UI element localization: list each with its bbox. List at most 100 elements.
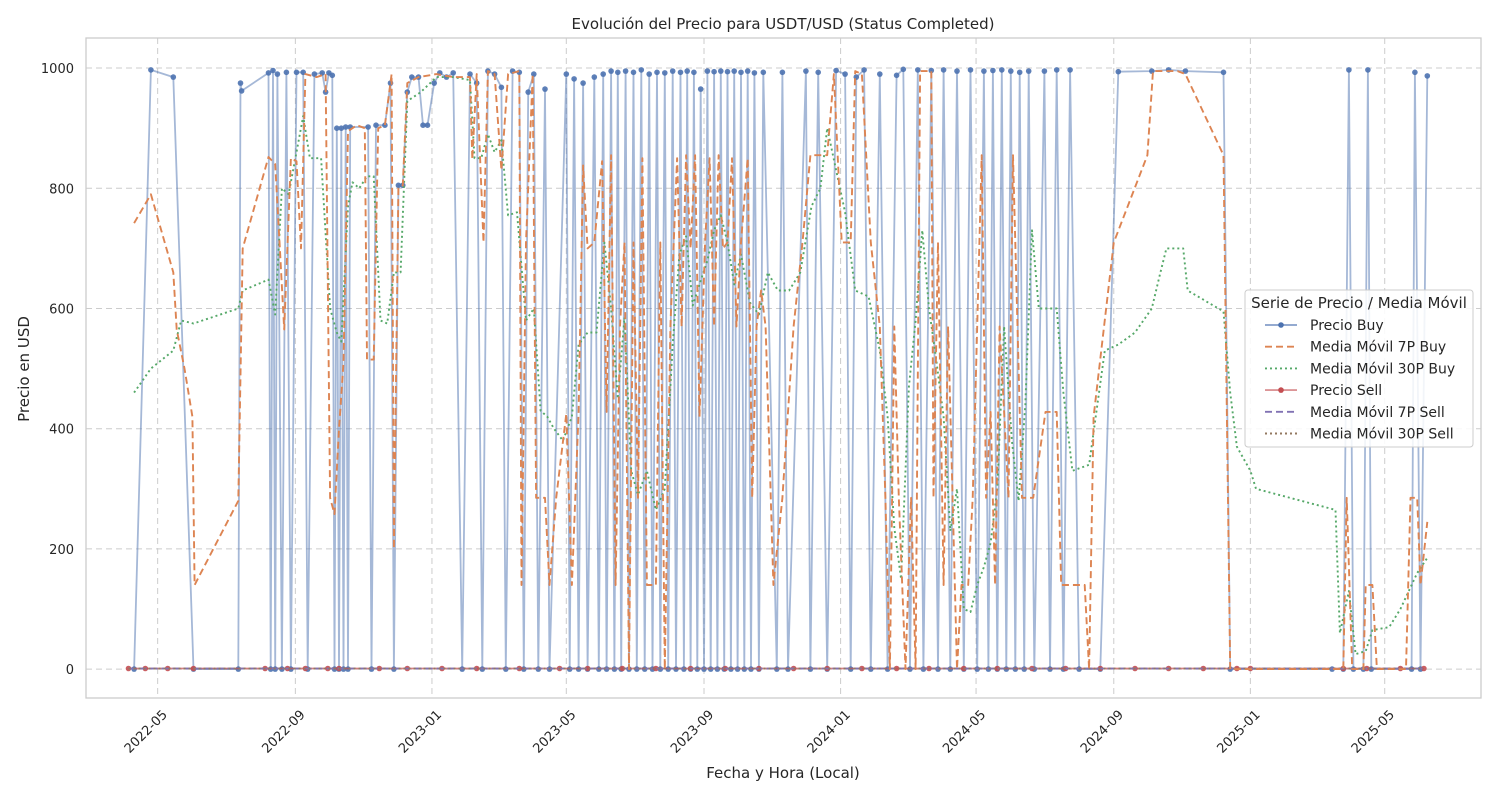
legend-entry: Precio Buy <box>1310 318 1384 334</box>
legend-entry: Media Móvil 7P Buy <box>1310 340 1446 356</box>
series-marker <box>450 70 457 76</box>
legend: Serie de Precio / Media Móvil Precio Buy… <box>1244 289 1474 448</box>
series-marker <box>293 69 300 76</box>
series-marker <box>803 68 809 74</box>
series-marker <box>467 71 473 77</box>
series-marker <box>584 665 591 672</box>
series-1 <box>133 70 1429 671</box>
legend-entry: Media Móvil 30P Buy <box>1310 361 1455 377</box>
y-tick-label: 0 <box>66 663 74 678</box>
y-tick-label: 800 <box>49 182 74 197</box>
series-marker <box>365 124 371 130</box>
series-marker <box>677 69 684 76</box>
series-marker <box>859 665 865 672</box>
series-marker <box>718 68 724 74</box>
series-marker <box>861 67 867 73</box>
series-marker <box>424 122 431 128</box>
series-marker <box>1365 67 1371 73</box>
legend-marker <box>1278 387 1284 393</box>
series-marker <box>395 182 402 189</box>
series-marker <box>994 665 1001 672</box>
series-marker <box>270 67 276 74</box>
series-marker <box>654 69 660 76</box>
series-marker <box>731 68 737 74</box>
series-marker <box>334 125 340 131</box>
series-marker <box>1346 67 1352 73</box>
series-marker <box>697 86 704 92</box>
series-marker <box>1067 67 1073 73</box>
y-tick-label: 600 <box>49 302 74 317</box>
series-marker <box>619 665 626 672</box>
series-marker <box>744 68 751 74</box>
series-line <box>133 70 1429 671</box>
y-tick-label: 1000 <box>41 62 74 77</box>
series-marker <box>1182 68 1189 74</box>
series-marker <box>662 70 668 76</box>
legend-entry: Media Móvil 30P Sell <box>1310 427 1454 443</box>
legend-box <box>1244 289 1474 448</box>
series-marker <box>638 67 645 73</box>
series-layer <box>125 66 1431 672</box>
series-marker <box>563 71 570 77</box>
series-marker <box>967 67 974 73</box>
series-marker <box>999 67 1005 73</box>
series-marker <box>893 72 900 79</box>
series-marker <box>704 68 711 74</box>
series-marker <box>311 71 318 77</box>
series-marker <box>1424 73 1431 79</box>
legend-items: Precio Buy Media Móvil 7P Buy Media Móvil … <box>1265 318 1455 443</box>
series-marker <box>691 69 697 76</box>
series-marker <box>954 68 960 74</box>
plot-frame <box>85 37 1482 699</box>
y-tick-label: 400 <box>49 423 74 438</box>
series-marker <box>779 69 786 76</box>
series-marker <box>238 88 245 94</box>
series-marker <box>473 665 480 672</box>
series-marker <box>1041 68 1048 74</box>
series-marker <box>1025 68 1032 74</box>
series-marker <box>760 69 767 76</box>
series-marker <box>1115 68 1122 75</box>
series-marker <box>498 84 505 91</box>
series-marker <box>877 71 883 77</box>
series-marker <box>981 68 987 74</box>
series-marker <box>684 68 690 74</box>
series-marker <box>420 122 426 128</box>
series-marker <box>190 665 197 672</box>
series-marker <box>646 71 652 77</box>
legend-entry: Precio Sell <box>1310 383 1382 399</box>
series-marker <box>382 122 388 128</box>
series-marker <box>525 89 531 95</box>
series-marker <box>319 70 326 76</box>
series-marker <box>940 67 947 73</box>
series-marker <box>751 70 758 76</box>
y-axis-label: Precio en USD <box>15 316 33 422</box>
series-marker <box>653 665 659 672</box>
series-marker <box>571 76 577 82</box>
series-marker <box>329 72 336 79</box>
series-marker <box>237 80 244 86</box>
series-marker <box>928 67 935 74</box>
series-marker <box>630 69 637 76</box>
x-axis-label: Fecha y Hora (Local) <box>706 764 860 782</box>
series-marker <box>591 74 598 80</box>
series-marker <box>1412 69 1418 76</box>
y-tick-label: 200 <box>49 543 74 558</box>
series-marker <box>338 125 345 131</box>
chart-title: Evolución del Precio para USDT/USD (Stat… <box>572 15 995 33</box>
series-marker <box>542 86 548 92</box>
series-marker <box>431 80 438 86</box>
series-marker <box>915 67 921 73</box>
series-marker <box>1016 69 1023 76</box>
series-marker <box>615 69 621 76</box>
series-marker <box>1149 68 1155 74</box>
series-marker <box>842 71 848 77</box>
series-marker <box>1008 68 1014 74</box>
series-marker <box>1053 67 1060 73</box>
series-marker <box>125 665 132 672</box>
series-marker <box>283 69 290 76</box>
legend-title: Serie de Precio / Media Móvil <box>1251 294 1467 312</box>
series-marker <box>600 71 606 77</box>
series-marker <box>580 80 586 86</box>
